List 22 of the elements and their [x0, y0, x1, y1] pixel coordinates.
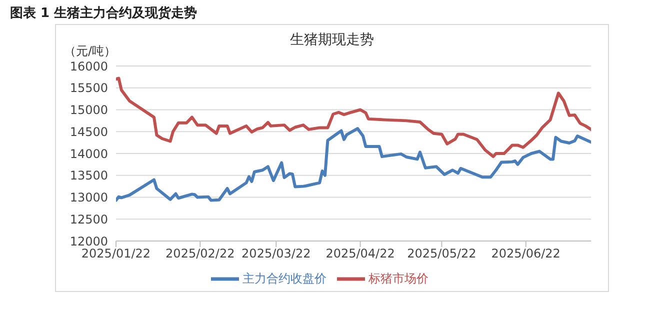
y-tick-label: 16000	[70, 59, 108, 74]
y-tick-label: 12000	[70, 234, 108, 248]
y-tick-label: 14000	[70, 146, 108, 161]
x-tick-label: 2025/02/22	[166, 246, 235, 261]
x-tick-label: 2025/04/22	[326, 246, 395, 261]
legend-label: 主力合约收盘价	[242, 271, 326, 286]
y-tick-label: 15000	[70, 103, 108, 118]
chart-subtitle: 生猪期现走势	[290, 32, 374, 48]
chart-title: 图表 1 生猪主力合约及现货走势	[10, 4, 198, 22]
y-axis-title: （元/吨）	[64, 43, 116, 60]
y-tick-label: 14500	[70, 124, 108, 139]
x-tick-label: 2025/06/22	[491, 246, 560, 261]
x-tick-label: 2025/01/22	[81, 246, 151, 261]
y-tick-label: 13500	[70, 168, 108, 183]
y-tick-label: 12500	[70, 212, 108, 226]
line-series	[116, 127, 591, 202]
x-tick-label: 2025/05/22	[407, 246, 476, 261]
y-tick-label: 15500	[70, 81, 108, 96]
legend-label: 标猪市场价	[368, 271, 428, 286]
line-series	[116, 76, 591, 158]
x-tick-label: 2025/03/22	[242, 246, 311, 261]
y-tick-label: 13000	[70, 190, 108, 205]
